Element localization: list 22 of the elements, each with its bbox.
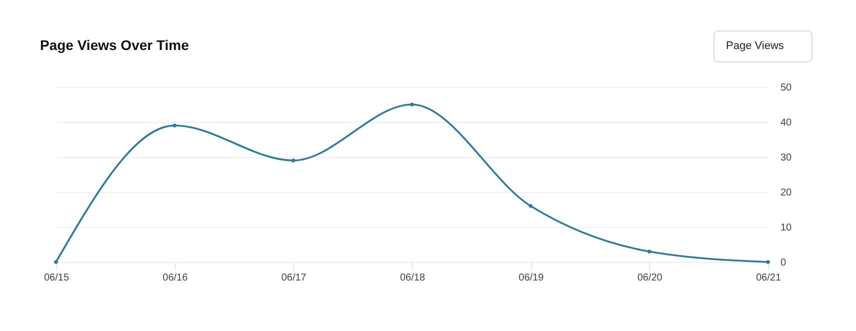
y-tick-label: 50 bbox=[780, 82, 792, 94]
point bbox=[528, 204, 533, 208]
text: Page Views bbox=[726, 40, 784, 52]
y-tick-label: 0 bbox=[780, 258, 786, 268]
y-tick-label: 40 bbox=[780, 118, 792, 128]
x-tick-label: 06/21 bbox=[756, 272, 782, 284]
x-tick-label: 06/19 bbox=[518, 272, 544, 284]
point bbox=[54, 260, 58, 264]
point bbox=[647, 250, 652, 254]
point bbox=[410, 102, 414, 106]
x-tick-label: 06/20 bbox=[637, 272, 663, 284]
point bbox=[291, 158, 296, 162]
chart-title: Page Views Over Time bbox=[40, 37, 190, 53]
point bbox=[172, 124, 177, 128]
x-tick-label: 06/16 bbox=[162, 272, 188, 284]
x-tick-label: 06/17 bbox=[281, 272, 307, 284]
x-tick-label: 06/15 bbox=[44, 272, 70, 284]
y-tick-label: 10 bbox=[780, 222, 792, 234]
x-tick-label: 06/18 bbox=[400, 272, 426, 284]
y-tick-label: 20 bbox=[780, 188, 792, 198]
y-tick-label: 30 bbox=[780, 152, 792, 164]
point bbox=[766, 260, 770, 264]
